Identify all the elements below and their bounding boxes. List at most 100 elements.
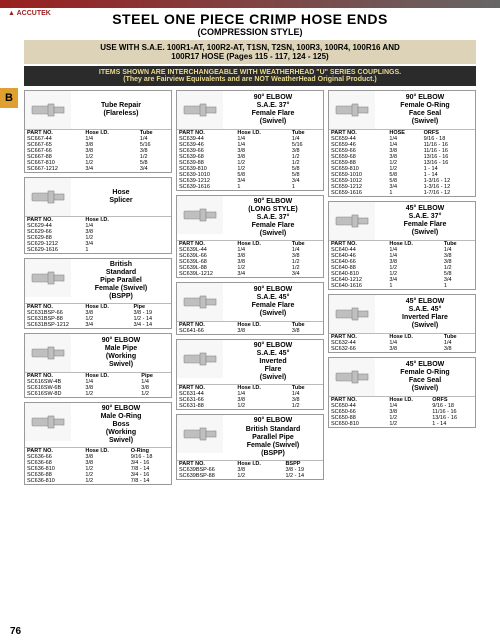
table-cell: SC631BSP-1212 [25,322,83,328]
product-block-bspp: BritishStandardPipe ParallelFemale (Swiv… [24,258,172,329]
parts-table: PART NO.Hose I.D.O-RingSC636-663/89/16 -… [25,447,171,484]
parts-table: PART NO.Hose I.D.TubeSC667-441/41/4SC667… [25,129,171,172]
logo-triangle-icon: ▲ [8,10,15,17]
table-row: SC632-663/83/8 [329,346,475,352]
table-cell: SC616SW-8D [25,391,83,397]
block-title: 90° ELBOWFemale O-RingFace Seal(Swivel) [375,91,475,129]
parts-table: PART NO.Hose I.D.PipeSC631BSP-663/83/8 -… [25,303,171,328]
block-title: 90° ELBOWS.A.E. 45°Female Flare(Swivel) [223,283,323,321]
table-cell: 3/8 [442,346,475,352]
table-cell: 1/2 [290,403,323,409]
table-row: SC667-12123/43/4 [25,166,171,172]
table-row: SC640-161611 [329,283,475,289]
product-block-male_oring_90: 90° ELBOWMale O-RingBoss(WorkingSwivel)P… [24,402,172,485]
table-row: SC631BSP-12123/43/4 - 14 [25,322,171,328]
table-cell: 1/2 [83,391,139,397]
product-block-inv45_45: 45° ELBOWS.A.E. 45°Inverted Flare(Swivel… [328,294,476,353]
table-cell: SC639BSP-88 [177,473,235,479]
table-cell: 1/2 [235,403,290,409]
fitting-icon [25,91,71,129]
table-row: SC639-161611 [177,184,323,190]
parts-table: PART NO.Hose I.D.SC629-441/4SC629-663/8S… [25,216,171,253]
fitting-icon [25,259,71,297]
block-title: 90° ELBOWS.A.E. 37°Female Flare(Swivel) [223,91,323,129]
block-title: HoseSplicer [71,178,171,216]
block-title: 90° ELBOW(LONG STYLE)S.A.E. 37°Female Fl… [223,196,323,240]
block-title: 90° ELBOWMale O-RingBoss(WorkingSwivel) [71,403,171,447]
table-cell: 1/2 [235,473,283,479]
block-top: 45° ELBOWFemale O-RingFace Seal(Swivel) [329,358,475,396]
block-top: 90° ELBOWS.A.E. 45°InvertedFlare(Swivel) [177,340,323,384]
parts-table: PART NO.Hose I.D.BSPPSC639BSP-663/83/8 -… [177,460,323,479]
block-top: BritishStandardPipe ParallelFemale (Swiv… [25,259,171,303]
fitting-icon [177,196,223,234]
product-block-ff37_45: 45° ELBOWS.A.E. 37°Female Flare(Swivel)P… [328,201,476,290]
use-line-2: 100R17 HOSE (Pages 115 - 117, 124 - 125) [28,52,472,61]
page-header: STEEL ONE PIECE CRIMP HOSE ENDS (COMPRES… [0,8,500,38]
table-cell: 3/8 [290,328,323,334]
column-1: Tube Repair(Flareless)PART NO.Hose I.D.T… [24,90,172,485]
use-with-band: USE WITH S.A.E. 100R1-AT, 100R2-AT, T1SN… [24,40,476,64]
parts-table: PART NO.Hose I.D.TubeSC639L-441/41/4SC63… [177,240,323,277]
block-title: BritishStandardPipe ParallelFemale (Swiv… [71,259,171,303]
section-tab: B [0,88,18,108]
table-row: SC616SW-8D1/21/2 [25,391,171,397]
product-block-ff37_90: 90° ELBOWS.A.E. 37°Female Flare(Swivel)P… [176,90,324,191]
table-cell: 1 [442,283,475,289]
table-cell: 3/4 - 14 [131,322,171,328]
table-cell: 1-7/16 - 12 [422,190,475,196]
table-cell: 1/2 - 14 [283,473,323,479]
table-cell: SC639-1616 [177,184,235,190]
table-cell: SC640-1616 [329,283,387,289]
table-cell: 3/4 [83,166,138,172]
table-cell: SC631-88 [177,403,235,409]
product-block-hose_splicer: HoseSplicerPART NO.Hose I.D.SC629-441/4S… [24,177,172,254]
table-cell: 3/4 [138,166,171,172]
content-grid: Tube Repair(Flareless)PART NO.Hose I.D.T… [0,90,500,485]
block-title: Tube Repair(Flareless) [71,91,171,129]
table-cell: SC641-66 [177,328,235,334]
top-bar [0,0,500,8]
block-top: 45° ELBOWS.A.E. 37°Female Flare(Swivel) [329,202,475,240]
table-cell: 3/4 [83,322,131,328]
table-cell: 1/2 [139,391,171,397]
block-top: 90° ELBOWS.A.E. 45°Female Flare(Swivel) [177,283,323,321]
product-block-ff45_90: 90° ELBOWS.A.E. 45°Female Flare(Swivel)P… [176,282,324,335]
block-top: 45° ELBOWS.A.E. 45°Inverted Flare(Swivel… [329,295,475,333]
wh-line-1: ITEMS SHOWN ARE INTERCHANGEABLE WITH WEA… [28,69,472,76]
product-block-tube_repair: Tube Repair(Flareless)PART NO.Hose I.D.T… [24,90,172,173]
fitting-icon [329,358,375,396]
fitting-icon [25,403,71,441]
product-block-male_pipe_90: 90° ELBOWMale Pipe(WorkingSwivel)PART NO… [24,333,172,398]
parts-table: PART NO.Hose I.D.PipeSC616SW-4B1/41/4SC6… [25,372,171,397]
use-line-1: USE WITH S.A.E. 100R1-AT, 100R2-AT, T1SN… [28,43,472,52]
fitting-icon [177,283,223,321]
table-cell: 1/2 [387,421,430,427]
table-cell: 1/2 [83,478,128,484]
block-title: 45° ELBOWS.A.E. 37°Female Flare(Swivel) [375,202,475,240]
table-cell: 1 [290,184,323,190]
table-cell: 3/8 [235,328,290,334]
product-block-ff37_90_long: 90° ELBOW(LONG STYLE)S.A.E. 37°Female Fl… [176,195,324,278]
fitting-icon [329,91,375,129]
block-title: 45° ELBOWFemale O-RingFace Seal(Swivel) [375,358,475,396]
brand-logo: ▲ ACCUTEK [8,10,51,17]
weatherhead-band: ITEMS SHOWN ARE INTERCHANGEABLE WITH WEA… [24,66,476,86]
page-title: STEEL ONE PIECE CRIMP HOSE ENDS [0,11,500,27]
block-title: 45° ELBOWS.A.E. 45°Inverted Flare(Swivel… [375,295,475,333]
parts-table: PART NO.Hose I.D.TubeSC639-441/41/4SC639… [177,129,323,190]
table-cell: SC629-1616 [25,247,83,253]
block-title: 90° ELBOWS.A.E. 45°InvertedFlare(Swivel) [223,340,323,384]
table-row: SC650-8101/21 - 14 [329,421,475,427]
fitting-icon [329,202,375,240]
table-cell: 3/8 [387,346,442,352]
parts-table: PART NO.Hose I.D.ORFSSC650-441/49/16 - 1… [329,396,475,427]
table-cell: 1 [387,283,442,289]
table-cell: 1 [83,247,171,253]
column-2: 90° ELBOWS.A.E. 37°Female Flare(Swivel)P… [176,90,324,485]
parts-table: PART NO.HOSEORFSSC659-441/49/16 - 18SC65… [329,129,475,196]
table-cell: 7/8 - 14 [129,478,171,484]
product-block-inv45_90: 90° ELBOWS.A.E. 45°InvertedFlare(Swivel)… [176,339,324,410]
table-cell: 3/4 [290,271,323,277]
product-block-face_45: 45° ELBOWFemale O-RingFace Seal(Swivel)P… [328,357,476,428]
